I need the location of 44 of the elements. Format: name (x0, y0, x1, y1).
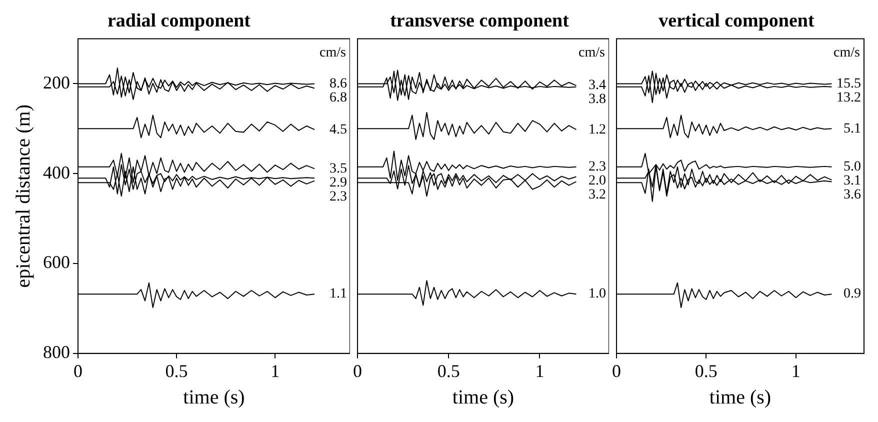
annotation: 3.6 (844, 188, 861, 203)
x-axis-title: time (s) (709, 386, 772, 408)
annotation: 2.9 (330, 175, 347, 190)
x-tick-label: 1 (791, 360, 800, 381)
x-axis-title: time (s) (452, 386, 514, 408)
chart-title: vertical component (658, 10, 815, 32)
x-tick-label: 0.5 (694, 360, 718, 381)
annotation: 5.1 (844, 121, 861, 136)
annotation: 1.1 (330, 286, 347, 302)
y-tick-label: 800 (43, 342, 70, 362)
annotation: 3.5 (330, 161, 347, 176)
annotation: 4.5 (330, 122, 347, 138)
x-tick-label: 0 (353, 360, 362, 381)
annotation: cm/s (834, 45, 860, 60)
annotation: 6.8 (330, 90, 347, 106)
annotation: 3.8 (588, 92, 606, 108)
annotation: 15.5 (836, 76, 861, 92)
x-tick-label: 0 (74, 360, 82, 381)
x-tick-label: 0 (612, 360, 621, 381)
annotation: 3.2 (588, 188, 606, 203)
x-tick-label: 1 (270, 360, 280, 381)
annotation: 0.9 (844, 286, 861, 302)
y-tick-label: 400 (43, 162, 70, 182)
annotation: cm/s (320, 45, 346, 60)
annotation: 2.3 (588, 160, 606, 175)
y-axis-title: epicentral distance (m) (12, 104, 34, 288)
y-tick-label: 600 (43, 252, 70, 272)
annotation: 2.0 (588, 174, 606, 189)
y-tick-label: 200 (43, 72, 70, 92)
annotation: 13.2 (836, 90, 861, 106)
annotation: 8.6 (330, 76, 347, 92)
annotation: 3.1 (844, 174, 861, 189)
chart-title: radial component (107, 10, 252, 32)
annotation: 3.4 (588, 78, 606, 94)
annotation: 1.0 (588, 286, 606, 302)
annotation: 2.3 (330, 189, 347, 204)
annotation: cm/s (578, 45, 605, 60)
annotation: 5.0 (844, 160, 861, 175)
x-tick-label: 1 (535, 360, 544, 381)
x-axis-title: time (s) (183, 386, 245, 408)
x-tick-label: 0.5 (165, 360, 188, 381)
chart-title: transverse component (390, 10, 570, 32)
annotation: 1.2 (588, 122, 606, 138)
x-tick-label: 0.5 (437, 360, 460, 381)
